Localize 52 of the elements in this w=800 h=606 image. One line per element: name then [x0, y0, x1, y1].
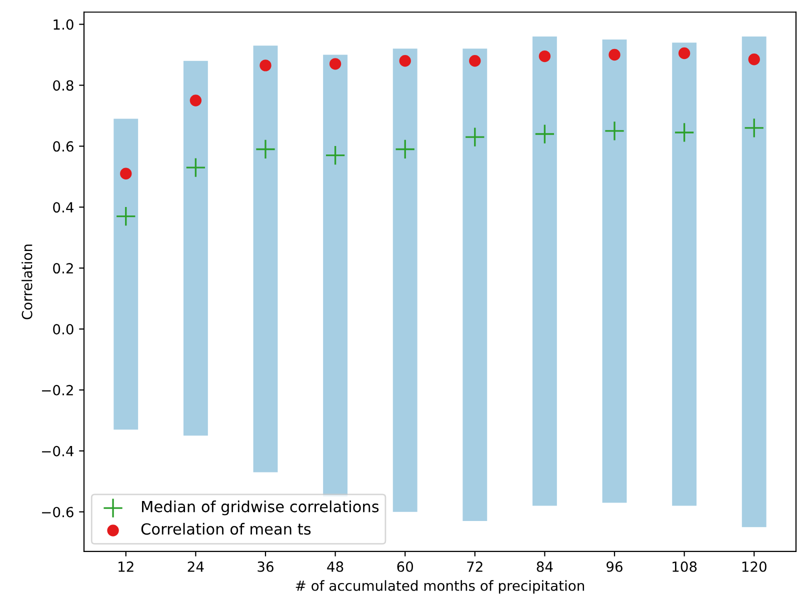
x-tick-label: 84 [536, 561, 553, 572]
point [674, 122, 694, 143]
point [748, 54, 760, 66]
y-tick-label: −0.4 [42, 446, 74, 456]
y-tick-label: 0.8 [53, 80, 74, 91]
y-tick-label: 0.6 [53, 141, 74, 152]
y-axis-title: Correlation [22, 244, 32, 320]
point [608, 48, 620, 61]
point [329, 58, 342, 70]
x-tick-label: 120 [742, 561, 766, 572]
point [394, 139, 416, 160]
point [534, 124, 555, 144]
bar [392, 48, 418, 512]
point [186, 157, 206, 178]
x-tick-label: 60 [397, 561, 414, 572]
y-tick-label: 0.2 [53, 263, 73, 274]
point [260, 60, 272, 72]
x-tick-label: 72 [467, 561, 482, 572]
point [116, 206, 136, 226]
point [678, 47, 690, 60]
bar [462, 48, 488, 521]
x-tick-label: 24 [188, 561, 204, 572]
y-tick-label: 1.0 [54, 19, 74, 30]
point [120, 168, 132, 180]
x-tick-label: 36 [258, 561, 274, 572]
y-tick-label: −0.2 [42, 384, 73, 396]
bar [742, 36, 766, 528]
bar [253, 46, 278, 472]
x-tick-label: 48 [327, 561, 344, 572]
point [325, 145, 346, 166]
bar [602, 40, 627, 503]
point [604, 120, 625, 142]
point [469, 55, 481, 67]
point [255, 139, 276, 160]
legend-label: Correlation of mean ts [141, 522, 311, 535]
x-tick-label: 108 [672, 561, 697, 572]
bar [183, 60, 208, 436]
point [744, 118, 764, 138]
x-tick-label: 96 [606, 561, 622, 572]
bar [532, 36, 557, 506]
x-axis-title: # of accumulated months of precipitation [296, 580, 584, 594]
bar [672, 42, 697, 506]
x-tick-label: 12 [118, 561, 134, 572]
point [464, 126, 486, 148]
legend-label: Median of gridwise correlations [142, 500, 379, 516]
y-tick-label: 0.4 [53, 202, 74, 213]
y-tick-label: 0.0 [53, 324, 74, 334]
y-tick-label: −0.6 [42, 506, 74, 518]
point [538, 50, 551, 62]
point [399, 55, 411, 67]
bar [114, 118, 138, 430]
point [190, 94, 202, 106]
